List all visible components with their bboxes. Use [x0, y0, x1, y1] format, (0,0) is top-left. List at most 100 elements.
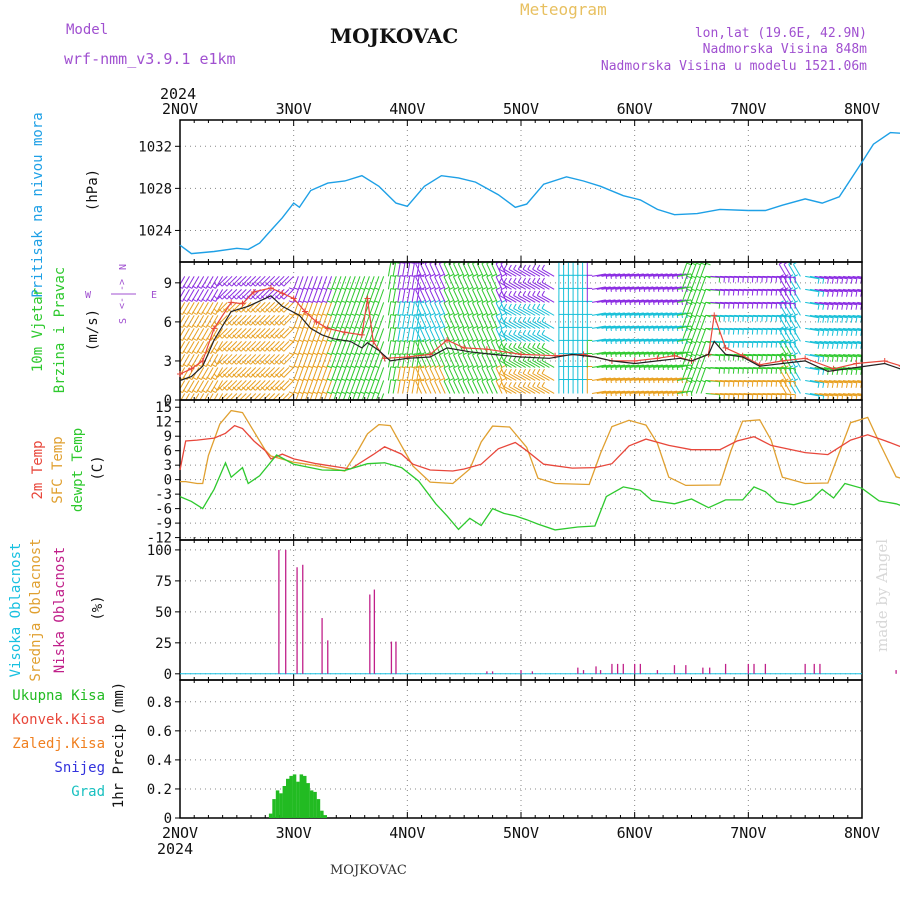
wind-barb-flag [345, 352, 351, 356]
wind-barb [419, 380, 427, 394]
precip-bar [292, 774, 297, 818]
wind-barb [788, 316, 797, 329]
wind-barb-flag [322, 405, 327, 407]
wind-barb [814, 392, 829, 397]
wind-barb [259, 354, 271, 365]
wind-barb [321, 354, 328, 368]
y-tick-label: 25 [155, 636, 172, 652]
wind-barb-flag [513, 316, 517, 322]
wind-barb [788, 276, 797, 290]
wind-barb-flag [336, 287, 342, 290]
wind-barb-flag [718, 381, 721, 387]
wind-barb [522, 360, 536, 368]
wind-barb-flag [415, 378, 421, 382]
wind-barb [231, 275, 242, 287]
wind-barb-flag [513, 264, 517, 270]
wind-barb [629, 364, 644, 368]
wind-barb-flag [260, 334, 266, 339]
wind-barb [495, 289, 503, 303]
wind-barb [312, 276, 318, 290]
precip-bar [282, 786, 287, 818]
wind-barb [335, 315, 342, 329]
wind-barb [392, 379, 397, 394]
wind-barb [591, 364, 606, 368]
wind-barb [255, 380, 266, 391]
wind-barb-flag [822, 330, 825, 336]
day-label-bottom: 7NOV [730, 824, 766, 842]
wind-barb [681, 328, 688, 342]
wind-barb-flag [532, 290, 536, 296]
wind-barb [629, 312, 644, 316]
wind-barb [814, 340, 829, 345]
wind-barb [259, 302, 271, 313]
wind-barb [662, 364, 677, 368]
wind-barb [273, 380, 285, 391]
wind-barb-flag [785, 290, 787, 296]
wind-barb [349, 380, 356, 394]
wind-barb-flag [241, 334, 247, 339]
wind-barb [411, 262, 415, 277]
wind-barb [824, 327, 838, 332]
wind-barb-flag [201, 389, 207, 394]
wind-barb [231, 315, 242, 326]
wind-barb [634, 338, 649, 342]
wind-barb [357, 393, 361, 400]
wind-barb [236, 354, 247, 365]
wind-barb [217, 315, 228, 326]
wind-barb [842, 275, 857, 280]
wind-barb [217, 341, 228, 352]
y-tick-label: 50 [155, 605, 172, 621]
wind-barb-flag [196, 285, 202, 289]
wind-barb [596, 364, 611, 368]
wind-barb-flag [237, 295, 242, 300]
wind-barb [402, 366, 406, 381]
wind-barb [364, 380, 370, 394]
wind-barb [392, 314, 397, 329]
wind-barb [434, 315, 441, 329]
wind-barb-flag [173, 299, 177, 302]
wind-barb [778, 263, 787, 277]
wind-barb-flag [256, 321, 261, 326]
wind-barb-flag [196, 311, 202, 315]
wind-barb [644, 325, 658, 329]
precip-bar [268, 813, 273, 818]
wind-barb-flag [265, 360, 270, 365]
wind-barb-flag [817, 330, 820, 336]
wind-barb-flag [817, 382, 820, 388]
wind-barb [293, 328, 299, 342]
wind-barb [537, 386, 550, 394]
wind-barb [824, 340, 838, 345]
wind-barb-flag [227, 386, 233, 391]
wind-barb [368, 276, 375, 290]
wind-barb-flag [317, 313, 323, 316]
wind-barb [448, 263, 456, 277]
wind-barb [677, 338, 692, 342]
wind-barb [644, 377, 658, 381]
wind-barb-flag [237, 334, 242, 339]
wind-barb [472, 302, 479, 316]
wind-barb [620, 390, 635, 394]
model-name: wrf-nmm_v3.9.1 e1km [64, 50, 236, 68]
wind-barb [639, 325, 654, 329]
wind-barb [387, 314, 392, 329]
wind-barb-flag [331, 287, 337, 290]
wind-barb [667, 273, 682, 277]
wind-barb [686, 380, 693, 394]
wind-barb-flag [522, 368, 527, 374]
wind-barb [625, 364, 640, 368]
wind-barb-flag [213, 282, 218, 287]
wind-barb-flag [836, 382, 839, 388]
wind-barb-flag [213, 360, 218, 365]
wind-barb [368, 367, 375, 381]
wind-barb [700, 367, 707, 381]
gust-marker [739, 352, 746, 359]
wind-barb-flag [232, 321, 237, 326]
wind-barb-flag [822, 343, 825, 349]
wind-barb-flag [827, 343, 829, 349]
wind-barb [596, 312, 611, 316]
wind-barb [250, 302, 261, 313]
wind-barb-flag [256, 282, 261, 287]
wind-barb-flag [312, 313, 318, 316]
wind-barb [691, 289, 697, 303]
wind-barb [457, 289, 465, 303]
